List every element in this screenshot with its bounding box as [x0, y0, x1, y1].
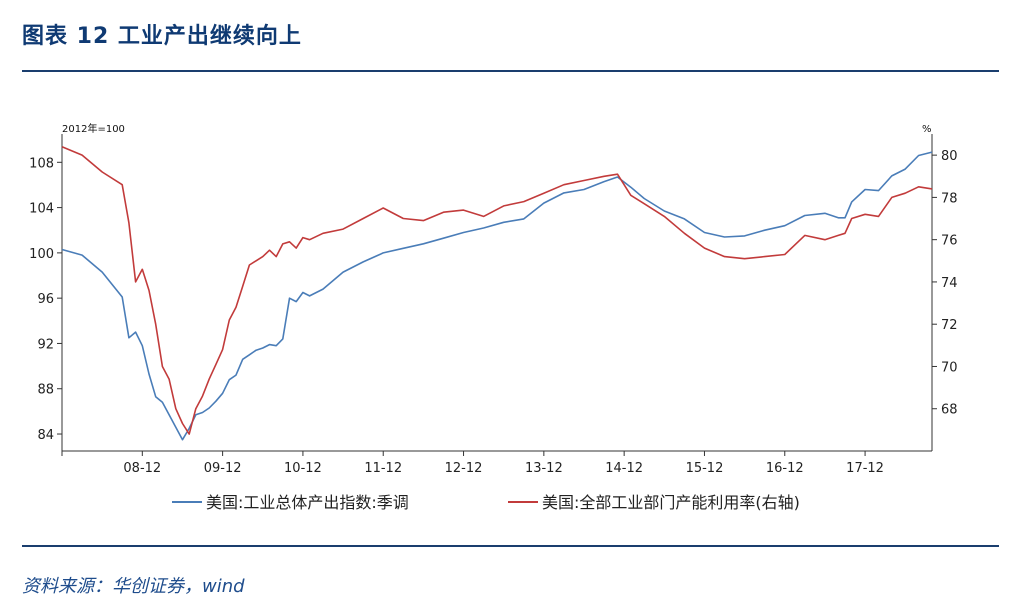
- series-layer: [61, 145, 933, 441]
- left-tick-label: 108: [29, 156, 54, 171]
- series-line-1: [61, 151, 933, 441]
- left-tick-label: 100: [29, 247, 54, 262]
- series-line-2: [61, 145, 933, 435]
- x-tick-label: 13-12: [525, 461, 563, 476]
- legend: 美国:工业总体产出指数:季调 美国:全部工业部门产能利用率(右轴): [172, 493, 800, 512]
- dual-axis-line-chart: 84 88 92 96 100 104 108 68 70 72 74 76 78 80 08-12 09…: [29, 122, 958, 512]
- left-axis-unit-label: 2012年=100: [62, 122, 125, 135]
- legend-label: 美国:全部工业部门产能利用率(右轴): [542, 493, 800, 512]
- x-tick-label: 11-12: [364, 461, 402, 476]
- x-tick-label: 09-12: [204, 461, 242, 476]
- right-tick-label: 74: [941, 276, 958, 291]
- legend-label: 美国:工业总体产出指数:季调: [206, 493, 409, 512]
- x-tick-label: 15-12: [686, 461, 724, 476]
- right-axis: 68 70 72 74 76 78 80: [932, 149, 958, 418]
- right-tick-label: 72: [941, 318, 958, 333]
- x-tick-label: 16-12: [766, 461, 804, 476]
- x-tick-label: 17-12: [846, 461, 884, 476]
- right-tick-label: 78: [941, 191, 958, 206]
- right-axis-unit-label: %: [922, 124, 932, 135]
- footer-rule: [22, 545, 999, 547]
- left-tick-label: 88: [37, 383, 54, 398]
- right-tick-label: 80: [941, 149, 958, 164]
- source-note: 资料来源：华创证券，wind: [22, 576, 245, 597]
- x-tick-label: 10-12: [284, 461, 322, 476]
- plot-frame: [61, 134, 933, 452]
- x-tick-label: 14-12: [605, 461, 643, 476]
- left-axis: 84 88 92 96 100 104 108: [29, 156, 62, 443]
- header-rule: [22, 70, 999, 72]
- x-tick-label: 12-12: [445, 461, 483, 476]
- x-tick-label: 08-12: [123, 461, 161, 476]
- page-title: 图表 12 工业产出继续向上: [22, 24, 302, 49]
- x-axis: 08-12 09-12 10-12 11-12 12-12 13-12 14-12 15-12…: [61, 451, 884, 476]
- right-tick-label: 76: [941, 234, 958, 249]
- left-tick-label: 96: [37, 292, 54, 307]
- left-tick-label: 104: [29, 202, 54, 217]
- right-tick-label: 70: [941, 360, 958, 375]
- right-tick-label: 68: [941, 403, 958, 418]
- left-tick-label: 84: [37, 428, 54, 443]
- left-tick-label: 92: [37, 337, 54, 352]
